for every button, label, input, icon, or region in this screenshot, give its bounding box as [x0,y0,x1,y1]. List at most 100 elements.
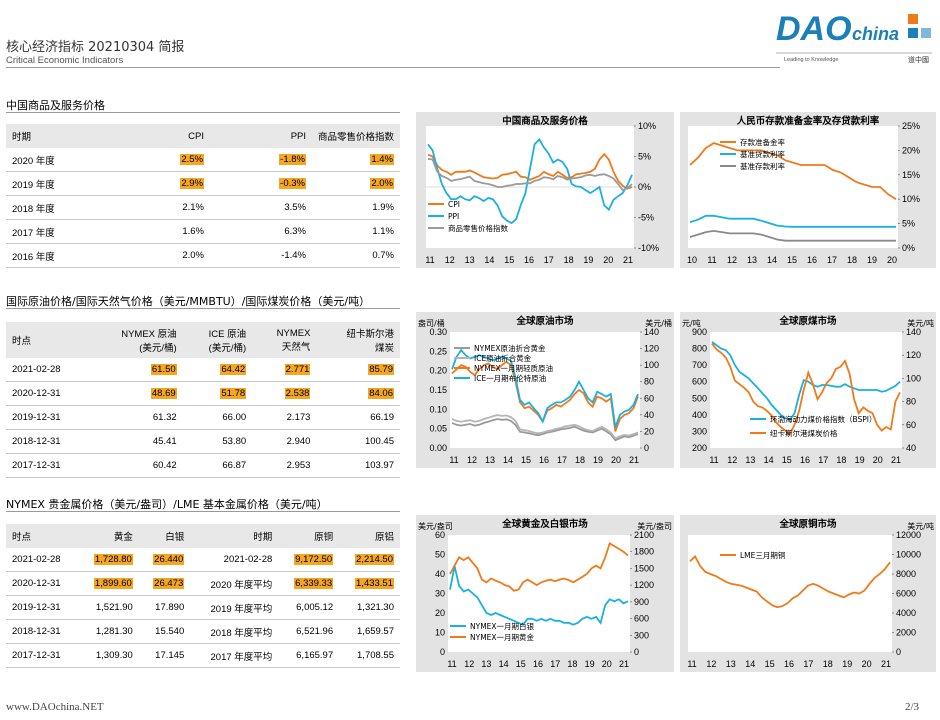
report-title: 核心经济指标 20210304 简报 [6,40,185,55]
table-row: 2016 年度 2.0% -1.4% 0.7% [6,243,400,268]
table-cell: 2018-12-31 [6,619,78,644]
y-left-tick-label: 0.05 [429,424,447,434]
cell-value: -0.3% [279,178,306,189]
col-header-gold: 黄金 [78,524,139,548]
logo-letters-small: china [852,24,899,44]
table-cell: 2017 年度 [6,219,128,244]
x-tick-label: 10 [687,255,697,265]
cell-value: 2020-12-31 [12,578,61,589]
cell-value: 2017 年度 [12,227,55,239]
x-tick-label: 14 [764,455,774,465]
table-cell: -0.3% [210,171,312,196]
x-tick-label: 20 [862,659,872,669]
col-header-date: 时点 [6,524,78,548]
x-tick-label: 11 [447,659,456,669]
x-tick-label: 13 [465,255,475,265]
col-header-date: 时点 [6,322,88,358]
chart-title: 人民币存款准备金率及存贷款利率 [737,115,880,127]
y-left-tick-label: 0.20 [429,366,447,376]
table-cell: 2017 年度平均 [190,643,279,668]
section-title-energy-prices: 国际原油价格/国际天然气价格（美元/MMBTU）/国际煤炭价格（美元/吨） [6,295,371,308]
table-cell: 2.5% [128,148,210,172]
y-right-tick-label: -5% [638,213,654,223]
table-row: 2018 年度 2.1% 3.5% 1.9% [6,195,400,220]
y-right-tick-label: 12000 [896,530,921,540]
table-cell: 2.0% [312,171,400,196]
table-cell: 1.6% [128,219,210,244]
series-line-0 [427,152,633,190]
x-tick-label: 19 [585,659,595,669]
footer-url[interactable]: www.DAOchina.NET [6,701,104,713]
series-line-0 [449,565,629,626]
cell-value: 17.145 [155,650,185,661]
cell-value: 6,339.33 [294,578,334,589]
legend-label: 纽卡斯尔港煤炭价格 [770,428,838,438]
cell-value: 2,214.50 [355,554,394,565]
x-tick-label: 21 [623,255,633,265]
series-line-3 [451,348,639,428]
x-tick-label: 21 [629,455,639,465]
table-row: 2020-12-31 1,899.60 26.473 2020 年度平均 6,339.3… [6,571,400,596]
cell-value: 15.540 [155,626,185,637]
cell-value: 85.79 [368,364,394,375]
cell-value: 103.97 [364,460,394,471]
cell-value: 1,728.80 [93,554,133,565]
series-line-0 [451,418,639,442]
table-cell: 53.80 [182,429,253,454]
legend-label: 环渤海动力煤价格指数（BSPI） [770,414,877,424]
x-tick-label: 12 [727,455,737,465]
y-right-tick-label: 2000 [896,628,916,638]
x-tick-label: 13 [485,455,495,465]
col-header-period: 时期 [6,124,128,148]
chart-title: 全球原铜市场 [778,518,837,530]
table-cell: 84.06 [316,381,400,406]
table-cell: 66.87 [182,453,253,478]
y-left-tick-label: 40 [435,569,445,579]
table-cell: 3.5% [210,195,312,220]
table-cell: 1,281.30 [78,619,139,644]
table-row: 2018-12-31 45.41 53.80 2.940 100.45 [6,429,400,454]
y-right-tick-label: 2100 [634,530,654,540]
table-header-row: 时点 NYMEX 原油 (美元/桶) ICE 原油 (美元/桶) NYMEX 天… [6,322,400,358]
chart-title: 全球原煤市场 [778,315,837,327]
legend-label: PPI [448,212,459,221]
table-cell: -1.8% [210,148,312,172]
table-cell: 2020-12-31 [6,381,88,406]
cell-value: 3.5% [284,202,306,213]
table-cell: 1.1% [312,219,400,244]
x-tick-label: 11 [709,455,718,465]
cell-value: 61.50 [150,364,177,375]
cell-value: 2018 年度 [12,203,55,215]
table-cell: 66.00 [182,405,253,430]
y-right-tick-label: 0% [638,182,651,192]
x-tick-label: 17 [818,455,828,465]
col-header-retail: 商品零售价格指数 [312,124,400,148]
table-cell: 60.42 [88,453,183,478]
cell-value: 2.538 [284,388,311,399]
col-header-silver: 白银 [138,524,191,548]
x-tick-label: 20 [887,255,897,265]
section-divider [6,112,400,113]
cell-value: 45.41 [152,436,177,447]
table-cell: 61.32 [88,405,183,430]
x-tick-label: 11 [707,255,716,265]
table-row: 2017-12-31 60.42 66.87 2.953 103.97 [6,453,400,478]
y-right-tick-label: 80 [906,397,916,407]
chart-title: 中国商品及服务价格 [502,115,588,127]
y-left-tick-label: 50 [435,550,445,560]
table-cell: -1.4% [210,243,312,268]
y-left-tick-label: 300 [692,426,707,436]
y-right-tick-label: 8000 [896,569,916,579]
cell-value: 2019 年度平均 [210,603,273,615]
cell-value: 1.1% [372,226,394,237]
report-subtitle: Critical Economic Indicators [6,55,124,66]
legend-label: ICE一月期布伦特原油 [474,373,546,383]
plot-area [448,535,630,652]
col-header-aluminum: 原铝 [339,524,400,548]
table-row: 2020-12-31 48.69 51.78 2.538 84.06 [6,381,400,406]
y-right-tick-label: 25% [902,121,920,131]
x-tick-label: 16 [539,455,549,465]
table-cell: 15.540 [138,619,191,644]
y-right-tick-label: 20% [902,145,920,155]
